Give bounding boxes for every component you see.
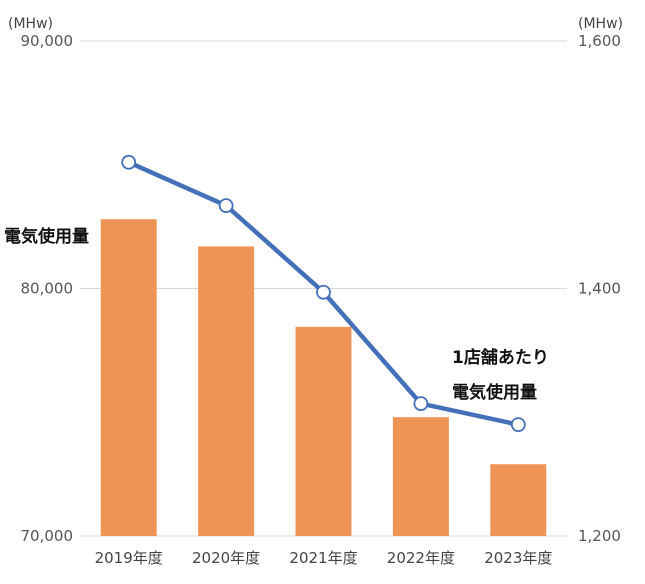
y-right-tick-label: 1,600 [578,32,621,50]
bar [100,219,157,536]
y-left-tick-label: 80,000 [21,280,74,298]
left-axis-unit: (MHw) [8,16,53,32]
bar-series-label: 電気使用量 [4,226,89,247]
y-left-tick-label: 90,000 [21,32,74,50]
axes: (MHw) (MHw) 70,000 80,000 90,000 1,200 1,400… [8,16,623,567]
bar [490,464,547,536]
line-point [218,198,234,213]
x-tick-label: 2023年度 [484,549,552,567]
x-tick-label: 2020年度 [192,549,260,567]
bar [392,417,449,536]
bar [295,326,352,536]
right-axis-unit: (MHw) [578,16,623,32]
line-point [316,284,331,300]
y-left-tick-label: 70,000 [21,527,74,545]
bar [198,246,255,537]
y-right-tick-label: 1,200 [578,527,621,545]
line-point [413,396,429,411]
x-tick-label: 2021年度 [289,549,357,567]
series-labels: 電気使用量 1店舗あたり 電気使用量 [4,226,549,403]
line-series-label-line1: 1店舗あたり [452,347,549,368]
line-point [510,417,526,433]
line-point [121,154,137,170]
y-right-tick-label: 1,400 [578,280,621,298]
line-series-label-line2: 電気使用量 [452,382,537,403]
bar-series [100,219,547,537]
x-tick-label: 2022年度 [387,549,455,567]
line-series [121,154,526,433]
x-tick-label: 2019年度 [95,549,163,567]
